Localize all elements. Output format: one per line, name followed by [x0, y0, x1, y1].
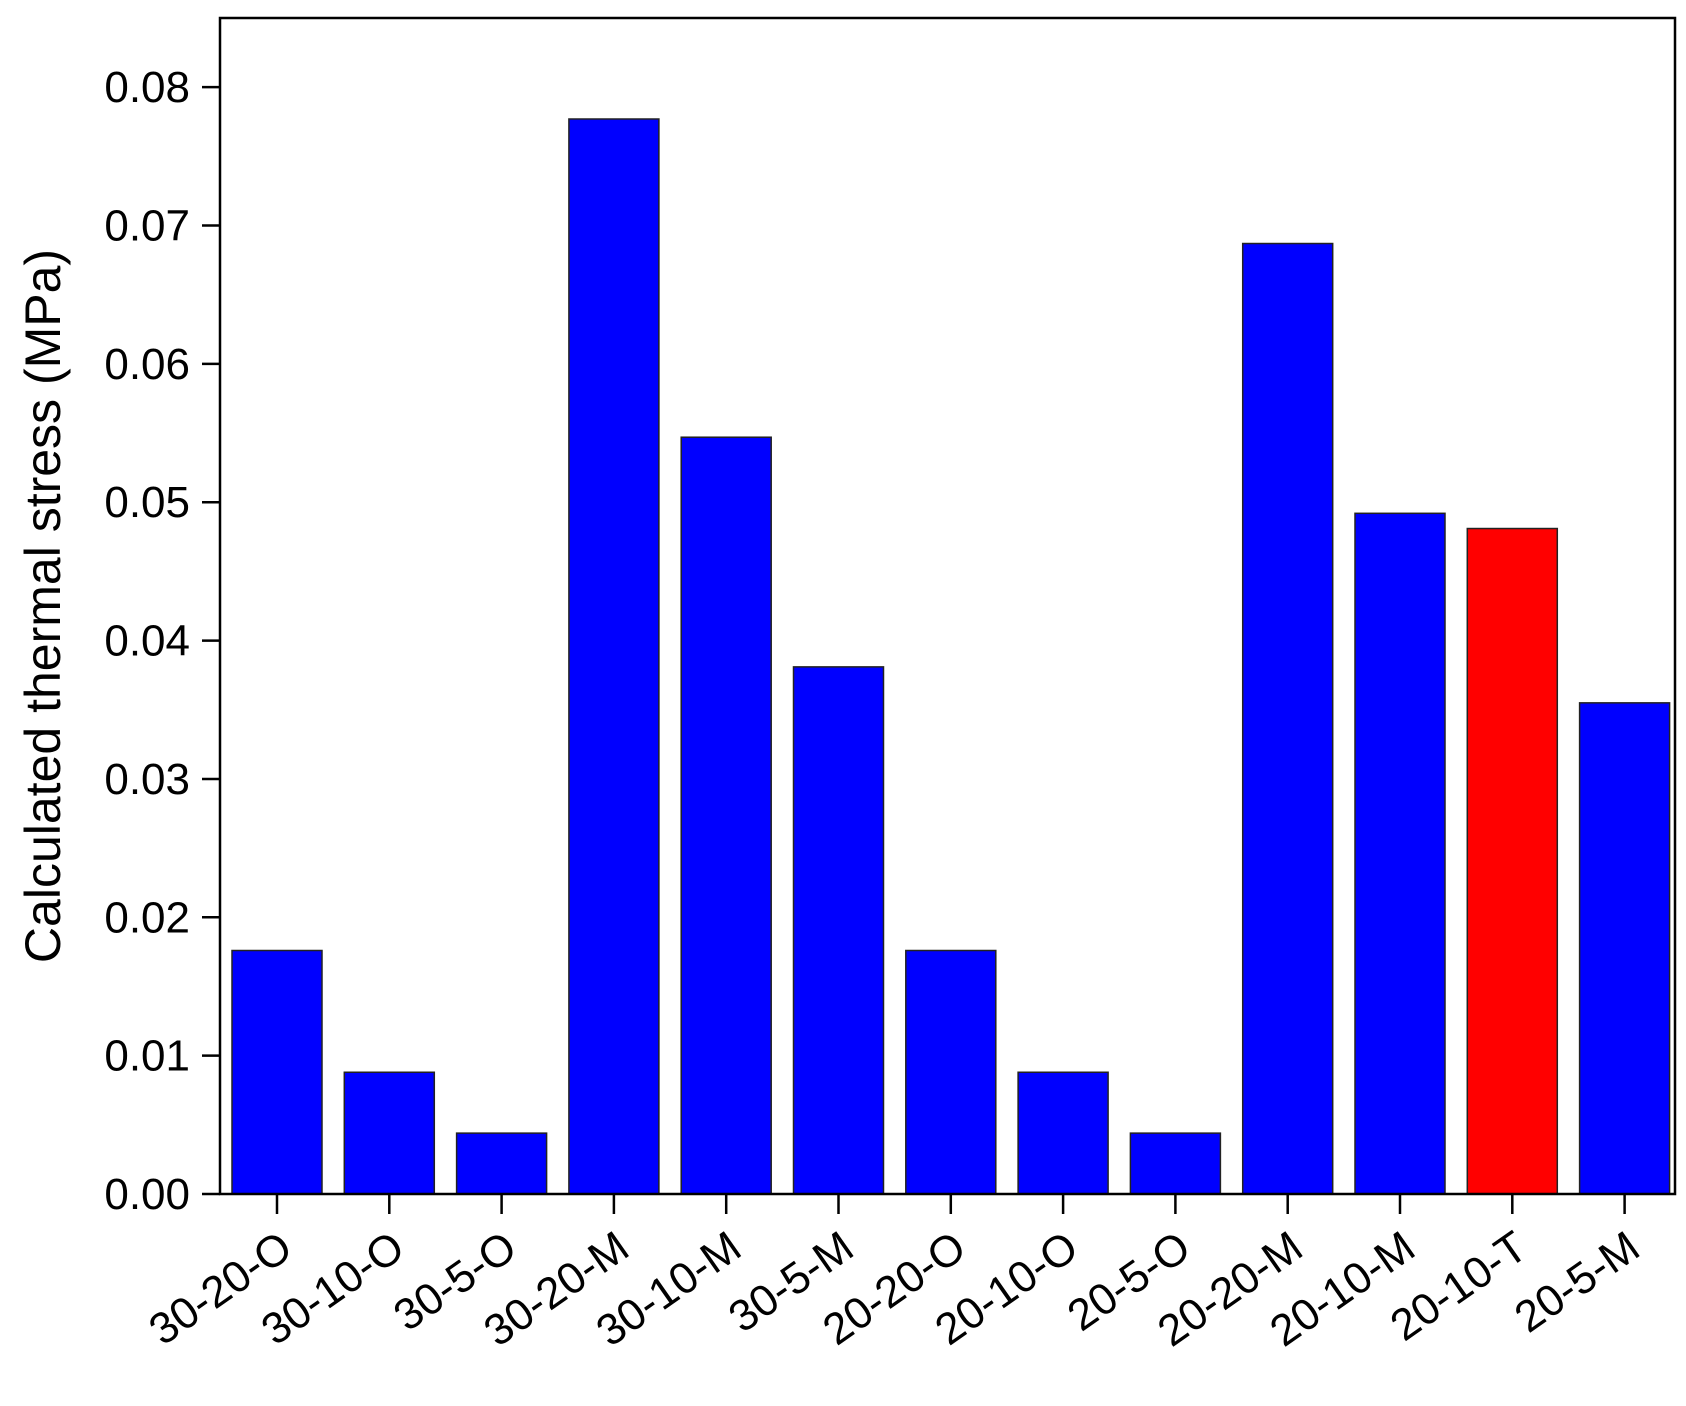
- y-tick-label: 0.08: [104, 63, 190, 112]
- bar-20-20-O: [905, 949, 997, 1195]
- y-axis-title: Calculated thermal stress (MPa): [15, 249, 71, 963]
- bar-30-5-O: [455, 1132, 548, 1195]
- x-axis: 30-20-O30-10-O30-5-O30-20-M30-10-M30-5-M…: [140, 1194, 1648, 1356]
- y-tick-label: 0.04: [104, 617, 190, 666]
- bar-20-20-M: [1241, 242, 1334, 1195]
- x-tick-label: 20-5-M: [1506, 1222, 1648, 1342]
- y-tick-label: 0.00: [104, 1170, 190, 1219]
- bar-20-10-O: [1017, 1071, 1109, 1195]
- bar-30-5-M: [792, 666, 885, 1195]
- y-tick-label: 0.06: [104, 340, 190, 389]
- plot-frame: [218, 16, 1677, 1196]
- bar-20-5-M: [1578, 702, 1671, 1195]
- y-tick-label: 0.01: [104, 1032, 190, 1081]
- bar-30-20-M: [568, 118, 660, 1195]
- y-axis: 0.00 0.01 0.02 0.03 0.04 0.05 0.06 0.07 0.08: [104, 63, 220, 1219]
- y-tick-label: 0.03: [104, 755, 190, 804]
- bar-20-5-O: [1129, 1132, 1222, 1195]
- bar-30-10-O: [343, 1071, 436, 1195]
- y-tick-label: 0.05: [104, 478, 190, 527]
- bar-20-10-T: [1466, 527, 1559, 1195]
- y-tick-label: 0.02: [104, 893, 190, 942]
- bar-20-10-M: [1354, 512, 1446, 1195]
- bar-30-10-M: [680, 436, 772, 1195]
- bar-30-20-O: [231, 949, 323, 1195]
- bars-group: [231, 118, 1671, 1195]
- y-tick-label: 0.07: [104, 202, 190, 251]
